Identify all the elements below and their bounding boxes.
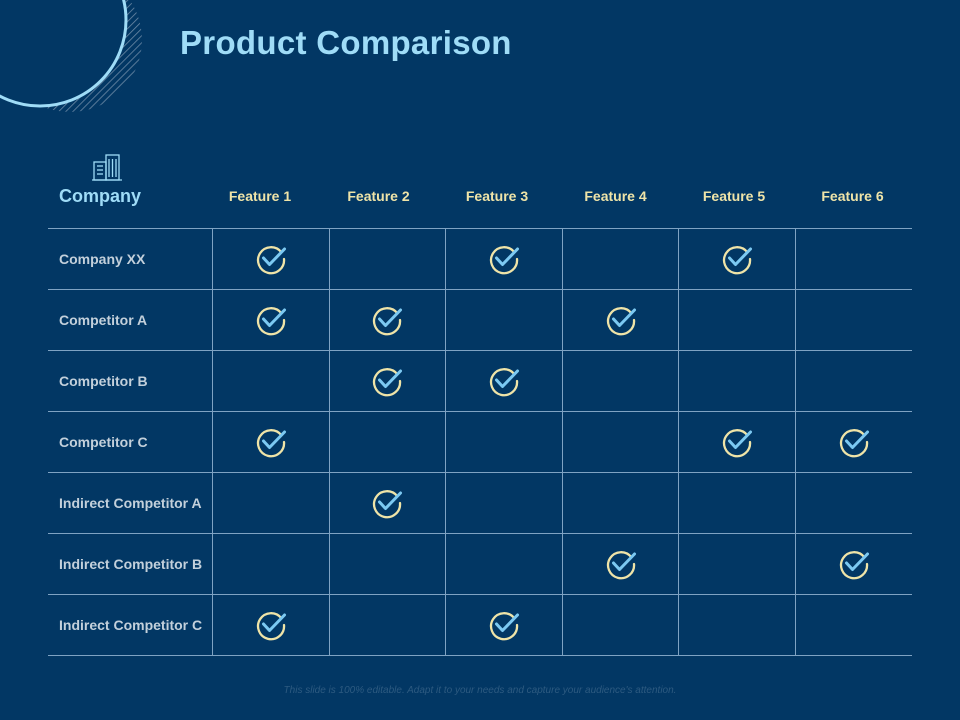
feature-cell — [328, 533, 447, 595]
check-icon — [373, 307, 403, 336]
feature-cell — [794, 350, 912, 412]
feature-cell — [794, 472, 912, 534]
feature-cell — [212, 533, 330, 595]
feature-cell — [212, 472, 330, 534]
feature-cell — [561, 350, 680, 412]
building-icon — [92, 154, 122, 181]
feature-cell — [328, 289, 447, 351]
feature-cell — [794, 289, 912, 351]
feature-6-header: Feature 6 — [821, 188, 884, 204]
feature-cell — [678, 228, 796, 290]
feature-cell — [678, 472, 796, 534]
table-row: Indirect Competitor A — [48, 472, 912, 534]
feature-cell — [794, 533, 912, 595]
feature-cell — [445, 533, 563, 595]
check-icon — [723, 429, 753, 458]
feature-cell — [794, 228, 912, 290]
feature-cell — [328, 228, 447, 290]
feature-cell — [561, 411, 680, 473]
feature-cell — [794, 594, 912, 656]
feature-cell — [561, 228, 680, 290]
table-row: Competitor A — [48, 289, 912, 351]
feature-cell — [445, 228, 563, 290]
row-company-name: Competitor C — [48, 411, 213, 473]
feature-cell — [328, 350, 447, 412]
check-icon — [489, 368, 519, 397]
table-row: Competitor B — [48, 350, 912, 412]
check-icon — [256, 246, 286, 275]
check-icon — [373, 368, 403, 397]
feature-cell — [445, 594, 563, 656]
feature-2-header: Feature 2 — [347, 188, 410, 204]
check-icon — [489, 612, 519, 641]
feature-cell — [561, 594, 680, 656]
check-icon — [839, 429, 869, 458]
feature-5-header: Feature 5 — [702, 188, 766, 204]
row-company-name: Indirect Competitor C — [48, 594, 213, 656]
check-icon — [256, 307, 286, 336]
feature-cell — [794, 411, 912, 473]
table-row: Company XX — [48, 228, 912, 290]
feature-cell — [212, 411, 330, 473]
table-row: Competitor C — [48, 411, 912, 473]
row-company-name: Company XX — [48, 228, 213, 290]
feature-cell — [212, 228, 330, 290]
feature-cell — [678, 594, 796, 656]
footer-note: This slide is 100% editable. Adapt it to… — [283, 685, 677, 696]
feature-1-header: Feature 1 — [228, 188, 292, 204]
feature-cell — [328, 411, 447, 473]
row-company-name: Indirect Competitor B — [48, 533, 213, 595]
check-icon — [606, 551, 636, 580]
feature-cell — [328, 594, 447, 656]
feature-cell — [445, 411, 563, 473]
comparison-grid: Company XX Competitor A Competitor B Compet… — [48, 228, 912, 656]
feature-cell — [561, 472, 680, 534]
feature-cell — [678, 350, 796, 412]
check-icon — [489, 246, 519, 275]
check-icon — [373, 490, 403, 519]
feature-cell — [328, 472, 447, 534]
row-company-name: Indirect Competitor A — [48, 472, 213, 534]
feature-cell — [678, 411, 796, 473]
feature-4-header: Feature 4 — [584, 188, 647, 204]
row-company-name: Competitor B — [48, 350, 213, 412]
table-row: Indirect Competitor B — [48, 533, 912, 595]
check-icon — [839, 551, 869, 580]
feature-cell — [212, 289, 330, 351]
feature-cell — [445, 350, 563, 412]
feature-3-header: Feature 3 — [465, 188, 529, 204]
feature-cell — [561, 533, 680, 595]
feature-cell — [678, 533, 796, 595]
feature-cell — [212, 594, 330, 656]
feature-cell — [678, 289, 796, 351]
row-company-name: Competitor A — [48, 289, 213, 351]
check-icon — [256, 429, 286, 458]
feature-cell — [212, 350, 330, 412]
check-icon — [723, 246, 753, 275]
check-icon — [606, 307, 636, 336]
table-row: Indirect Competitor C — [48, 594, 912, 656]
check-icon — [256, 612, 286, 641]
company-column-header: Company — [59, 186, 142, 206]
slide-title: Product Comparison — [180, 24, 512, 61]
corner-decoration — [0, 0, 142, 112]
feature-cell — [445, 472, 563, 534]
table-header-row: Company Feature 1 Feature 2 Feature 3 Fe… — [48, 176, 912, 228]
feature-cell — [561, 289, 680, 351]
feature-cell — [445, 289, 563, 351]
